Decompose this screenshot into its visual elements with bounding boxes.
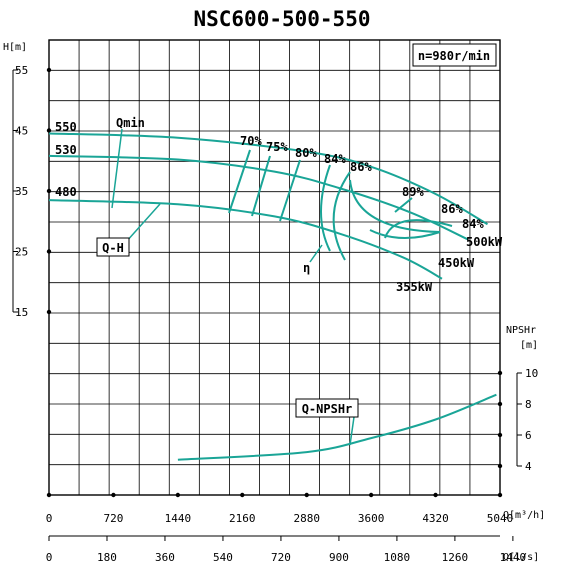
y-right-tick-label: 10: [525, 367, 538, 380]
x-ls-tick-label: 1440: [500, 551, 527, 564]
x-m3h-tick-label: 0: [46, 512, 53, 525]
y-right-axis-unit: [m]: [520, 340, 538, 351]
eff-label-84: 84%: [324, 152, 346, 166]
y-left-tick-dot: [46, 128, 52, 133]
eff-line-86b: [369, 229, 441, 240]
eff-line-80: [279, 159, 301, 222]
x-ls-tick-label: 900: [329, 551, 349, 564]
x-ls-tick-label: 540: [213, 551, 233, 564]
npsh-label-box: [295, 398, 359, 418]
x-ls-tick-label: 360: [155, 551, 175, 564]
x-m3h-tick-dot: [433, 492, 438, 498]
qh-leader: [125, 203, 161, 243]
y-right-tick-label: 8: [525, 398, 532, 411]
qh-curve-550: [48, 132, 489, 226]
y-left-tick-label: 15: [15, 306, 28, 319]
eff-label-75: 75%: [266, 140, 288, 154]
qmin-line: [111, 128, 123, 209]
y-right-tick-label: 6: [525, 429, 532, 442]
y-right-axis-label: NPSHr: [506, 325, 536, 336]
y-left-tick-dot: [46, 67, 52, 73]
eta-label: η: [303, 261, 310, 275]
dia-550-label: 550: [55, 120, 77, 134]
power-label-450: 450kW: [438, 256, 475, 270]
eff-line-70: [228, 149, 251, 214]
y-left-tick-label: 45: [15, 125, 28, 138]
x-ls-tick-label: 0: [46, 551, 53, 564]
x-m3h-tick-label: 2160: [229, 512, 256, 525]
eff-label-86-right: 86%: [441, 202, 463, 216]
eff-label-80: 80%: [295, 146, 317, 160]
dia-530-label: 530: [55, 143, 77, 157]
x-m3h-tick-dot: [304, 492, 309, 498]
eta-leader: [309, 244, 323, 263]
x-axis-ls-label: Q[l/s]: [503, 552, 539, 563]
power-label-500: 500kW: [466, 235, 503, 249]
x-axis-m3h-label: Q[m³/h]: [503, 510, 545, 521]
eff-loop-89: [384, 219, 453, 239]
eff-89-leader: [394, 197, 413, 213]
npshr-curve: [177, 393, 497, 461]
x-ls-tick-label: 1260: [442, 551, 469, 564]
speed-label: n=980r/min: [418, 49, 490, 63]
y-right-tick-dot: [497, 401, 503, 407]
y-left-tick-dot: [46, 309, 52, 315]
x-m3h-tick-label: 4320: [422, 512, 449, 525]
speed-box: [412, 43, 497, 67]
y-right-ticks: 10 8 6 4: [497, 367, 538, 473]
x-axis-ls-ticks: 0 180 360 540 720 900 1080 1260 1440: [46, 536, 526, 564]
eff-label-89: 89%: [402, 185, 424, 199]
y-right-tick-dot: [497, 463, 503, 469]
x-m3h-tick-dot: [497, 492, 503, 498]
eff-line-84a: [320, 164, 331, 252]
eff-label-86: 86%: [350, 160, 372, 174]
y-left-tick-label: 55: [15, 64, 28, 77]
x-m3h-tick-dot: [46, 492, 52, 498]
y-right-tick-dot: [497, 370, 503, 376]
dia-480-label: 480: [55, 185, 77, 199]
x-ls-tick-label: 180: [97, 551, 117, 564]
qh-curve-480: [48, 199, 443, 280]
efficiency-lines: [228, 149, 453, 261]
x-axis-m3h-ticks: 0 720 1440 2160 2880 3600 4320 5040: [46, 492, 514, 525]
x-ls-tick-label: 1080: [384, 551, 411, 564]
y-left-tick-label: 35: [15, 185, 28, 198]
x-m3h-tick-dot: [368, 492, 374, 498]
y-right-tick-dot: [497, 432, 503, 438]
qh-label-box: [96, 237, 130, 257]
x-m3h-tick-label: 5040: [487, 512, 514, 525]
eff-line-75: [251, 155, 271, 217]
y-left-tick-dot: [46, 188, 52, 194]
eff-label-70: 70%: [240, 134, 262, 148]
npsh-label: Q-NPSHr: [302, 402, 353, 416]
power-label-355: 355kW: [396, 280, 433, 294]
eff-line-84b: [332, 171, 351, 261]
eff-label-84-right: 84%: [462, 217, 484, 231]
x-m3h-tick-dot: [111, 492, 116, 498]
x-m3h-tick-dot: [240, 492, 245, 498]
qh-label: Q-H: [102, 241, 124, 255]
grid: [49, 40, 500, 495]
y-right-tick-label: 4: [525, 460, 532, 473]
x-m3h-tick-label: 720: [103, 512, 123, 525]
y-left-tick-dot: [46, 249, 52, 254]
y-left-axis-label: H[m]: [3, 42, 27, 53]
x-m3h-tick-label: 3600: [358, 512, 385, 525]
x-m3h-tick-label: 1440: [165, 512, 192, 525]
plot-frame: [48, 39, 501, 496]
y-left-tick-label: 25: [15, 246, 28, 259]
x-m3h-tick-label: 2880: [293, 512, 320, 525]
y-left-ticks: 55 45 35 25 15: [13, 64, 52, 319]
eff-line-86a: [349, 179, 441, 233]
qmin-label: Qmin: [116, 116, 145, 130]
x-ls-tick-label: 720: [271, 551, 291, 564]
leader-lines: [111, 128, 356, 446]
x-m3h-tick-dot: [175, 492, 181, 498]
chart-title: NSC600-500-550: [193, 7, 370, 31]
